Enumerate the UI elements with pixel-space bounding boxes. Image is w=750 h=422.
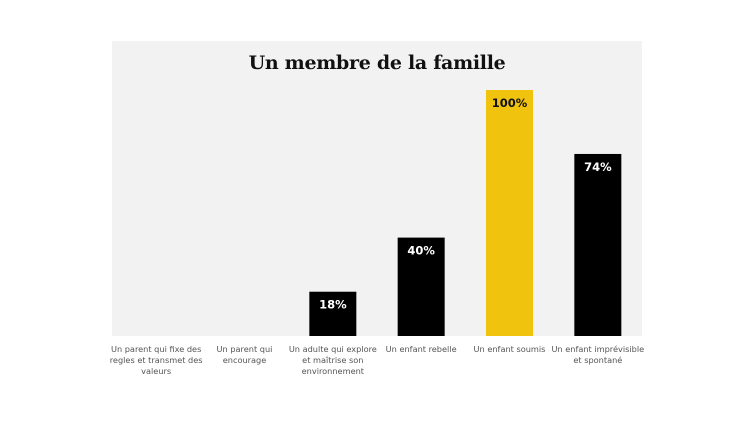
- bar-3: [309, 291, 357, 336]
- bar-value-label-6: 74%: [584, 160, 612, 174]
- bar-6: [574, 153, 622, 336]
- bar-value-label-5: 100%: [492, 96, 528, 110]
- category-label-2: Un parent qui encourage: [216, 344, 273, 365]
- category-label-1: Un parent qui fixe des regles et transme…: [109, 344, 203, 376]
- bar-5: [486, 90, 533, 336]
- bar-4: [397, 237, 445, 336]
- chart-background: [112, 41, 642, 336]
- bar-value-label-4: 40%: [407, 244, 435, 258]
- category-label-6: Un enfant imprévisible et spontané: [551, 344, 645, 365]
- chart-title: Un membre de la famille: [248, 52, 506, 74]
- category-label-5: Un enfant soumis: [473, 344, 546, 354]
- bar-value-label-3: 18%: [319, 298, 347, 312]
- category-label-3: Un adulte qui explore et maîtrise son en…: [288, 344, 377, 376]
- category-label-4: Un enfant rebelle: [385, 344, 457, 354]
